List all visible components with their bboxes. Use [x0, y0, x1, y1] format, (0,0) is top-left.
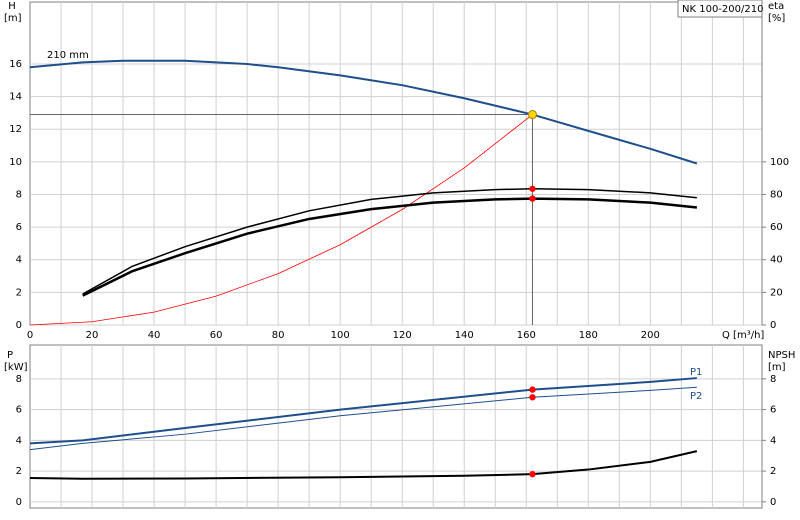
y-axis-unit: [kW]: [4, 362, 28, 373]
y2-tick-label: 0: [770, 320, 776, 331]
y-tick-label: 4: [16, 435, 22, 446]
curve: [29, 386, 697, 451]
curve: [82, 197, 697, 297]
x-tick-label: 140: [455, 330, 474, 341]
curve: [29, 114, 533, 326]
y-tick-label: 6: [16, 405, 22, 416]
point-marker: [529, 185, 536, 192]
title-box: [677, 0, 763, 18]
curve: [29, 377, 697, 445]
point-marker: [529, 386, 536, 393]
y2-axis-label: eta: [768, 1, 784, 12]
chart-title: NK 100-200/210: [682, 4, 763, 15]
y2-tick-label: 100: [770, 157, 789, 168]
x-tick-label: 40: [148, 330, 161, 341]
x-tick-label: 60: [210, 330, 223, 341]
plot-frame: [29, 344, 763, 509]
x-tick-label: 0: [27, 330, 33, 341]
point-marker: [527, 110, 537, 120]
y2-tick-label: 4: [770, 435, 776, 446]
y-tick-label: 12: [9, 124, 22, 135]
y2-tick-label: 0: [770, 497, 776, 508]
x-tick-label: 20: [86, 330, 99, 341]
y2-axis-unit: [%]: [768, 13, 785, 24]
series-label: P2: [690, 391, 702, 402]
y-tick-label: 14: [9, 92, 22, 103]
y2-axis-unit: [m]: [768, 362, 786, 373]
y2-tick-label: 8: [770, 374, 776, 385]
plot-frame: [29, 1, 763, 326]
curve: [82, 188, 697, 295]
curve: [29, 450, 698, 480]
y2-tick-label: 6: [770, 405, 776, 416]
y-tick-label: 6: [16, 222, 22, 233]
x-tick-label: 200: [641, 330, 660, 341]
y-tick-label: 8: [16, 189, 22, 200]
series-label: P1: [690, 367, 702, 378]
y2-tick-label: 80: [770, 189, 783, 200]
y-tick-label: 0: [16, 320, 22, 331]
x-tick-label: 100: [331, 330, 350, 341]
y-axis-label: P: [7, 350, 13, 361]
x-tick-label: 80: [272, 330, 285, 341]
x-tick-label: 160: [517, 330, 536, 341]
y-tick-label: 16: [9, 59, 22, 70]
y-tick-label: 8: [16, 374, 22, 385]
y2-tick-label: 60: [770, 222, 783, 233]
y-tick-label: 2: [16, 466, 22, 477]
y2-tick-label: 40: [770, 255, 783, 266]
y-tick-label: 2: [16, 287, 22, 298]
y-tick-label: 0: [16, 497, 22, 508]
y2-tick-label: 2: [770, 466, 776, 477]
x-tick-label: 120: [393, 330, 412, 341]
y-tick-label: 4: [16, 255, 22, 266]
point-marker: [529, 195, 536, 202]
point-marker: [529, 470, 536, 478]
series-label: 210 mm: [47, 50, 89, 61]
y-axis-unit: [m]: [4, 13, 22, 24]
y-tick-label: 10: [9, 157, 22, 168]
point-marker: [529, 394, 536, 401]
x-axis-label: Q [m³/h]: [722, 330, 764, 341]
y-axis-label: H: [8, 1, 16, 12]
y2-axis-label: NPSH: [768, 350, 795, 361]
curve: [29, 59, 698, 165]
x-tick-label: 180: [579, 330, 598, 341]
y2-tick-label: 20: [770, 287, 783, 298]
